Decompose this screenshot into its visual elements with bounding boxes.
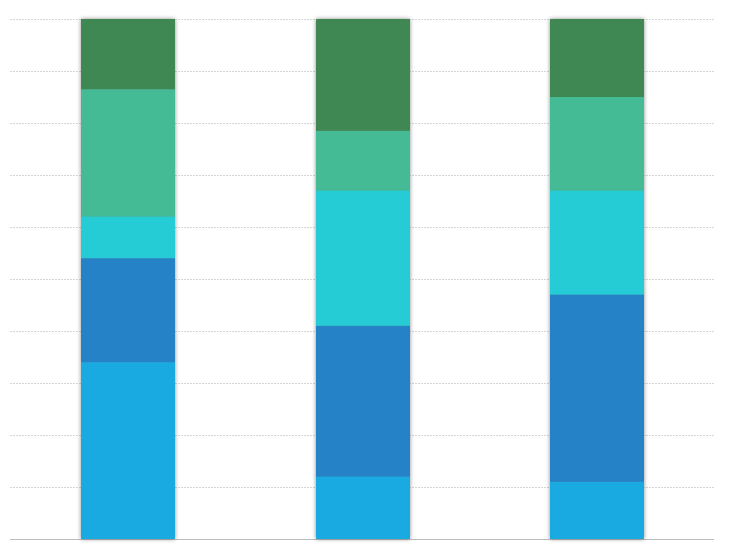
bar-segment-series-3 <box>81 216 175 259</box>
bar-segment-series-2 <box>550 294 644 482</box>
bar-segment-series-2 <box>81 258 175 363</box>
bar-segment-series-5 <box>550 19 644 97</box>
bar-segment-series-3 <box>316 190 410 326</box>
bar-segment-series-1 <box>550 481 644 539</box>
bar-segment-series-4 <box>550 97 644 191</box>
bar-segment-series-4 <box>316 130 410 191</box>
bar-stacks <box>81 19 644 539</box>
bar-segment-series-1 <box>81 362 175 539</box>
bar-segment-series-3 <box>550 190 644 295</box>
bar-segment-series-1 <box>316 476 410 539</box>
bar-stack <box>81 19 175 539</box>
bar-segment-series-2 <box>316 325 410 477</box>
bar-segment-series-5 <box>81 19 175 90</box>
bar-stack <box>550 19 644 539</box>
bar-stack <box>316 19 410 539</box>
bar-segment-series-4 <box>81 89 175 217</box>
bar-segment-series-5 <box>316 19 410 131</box>
